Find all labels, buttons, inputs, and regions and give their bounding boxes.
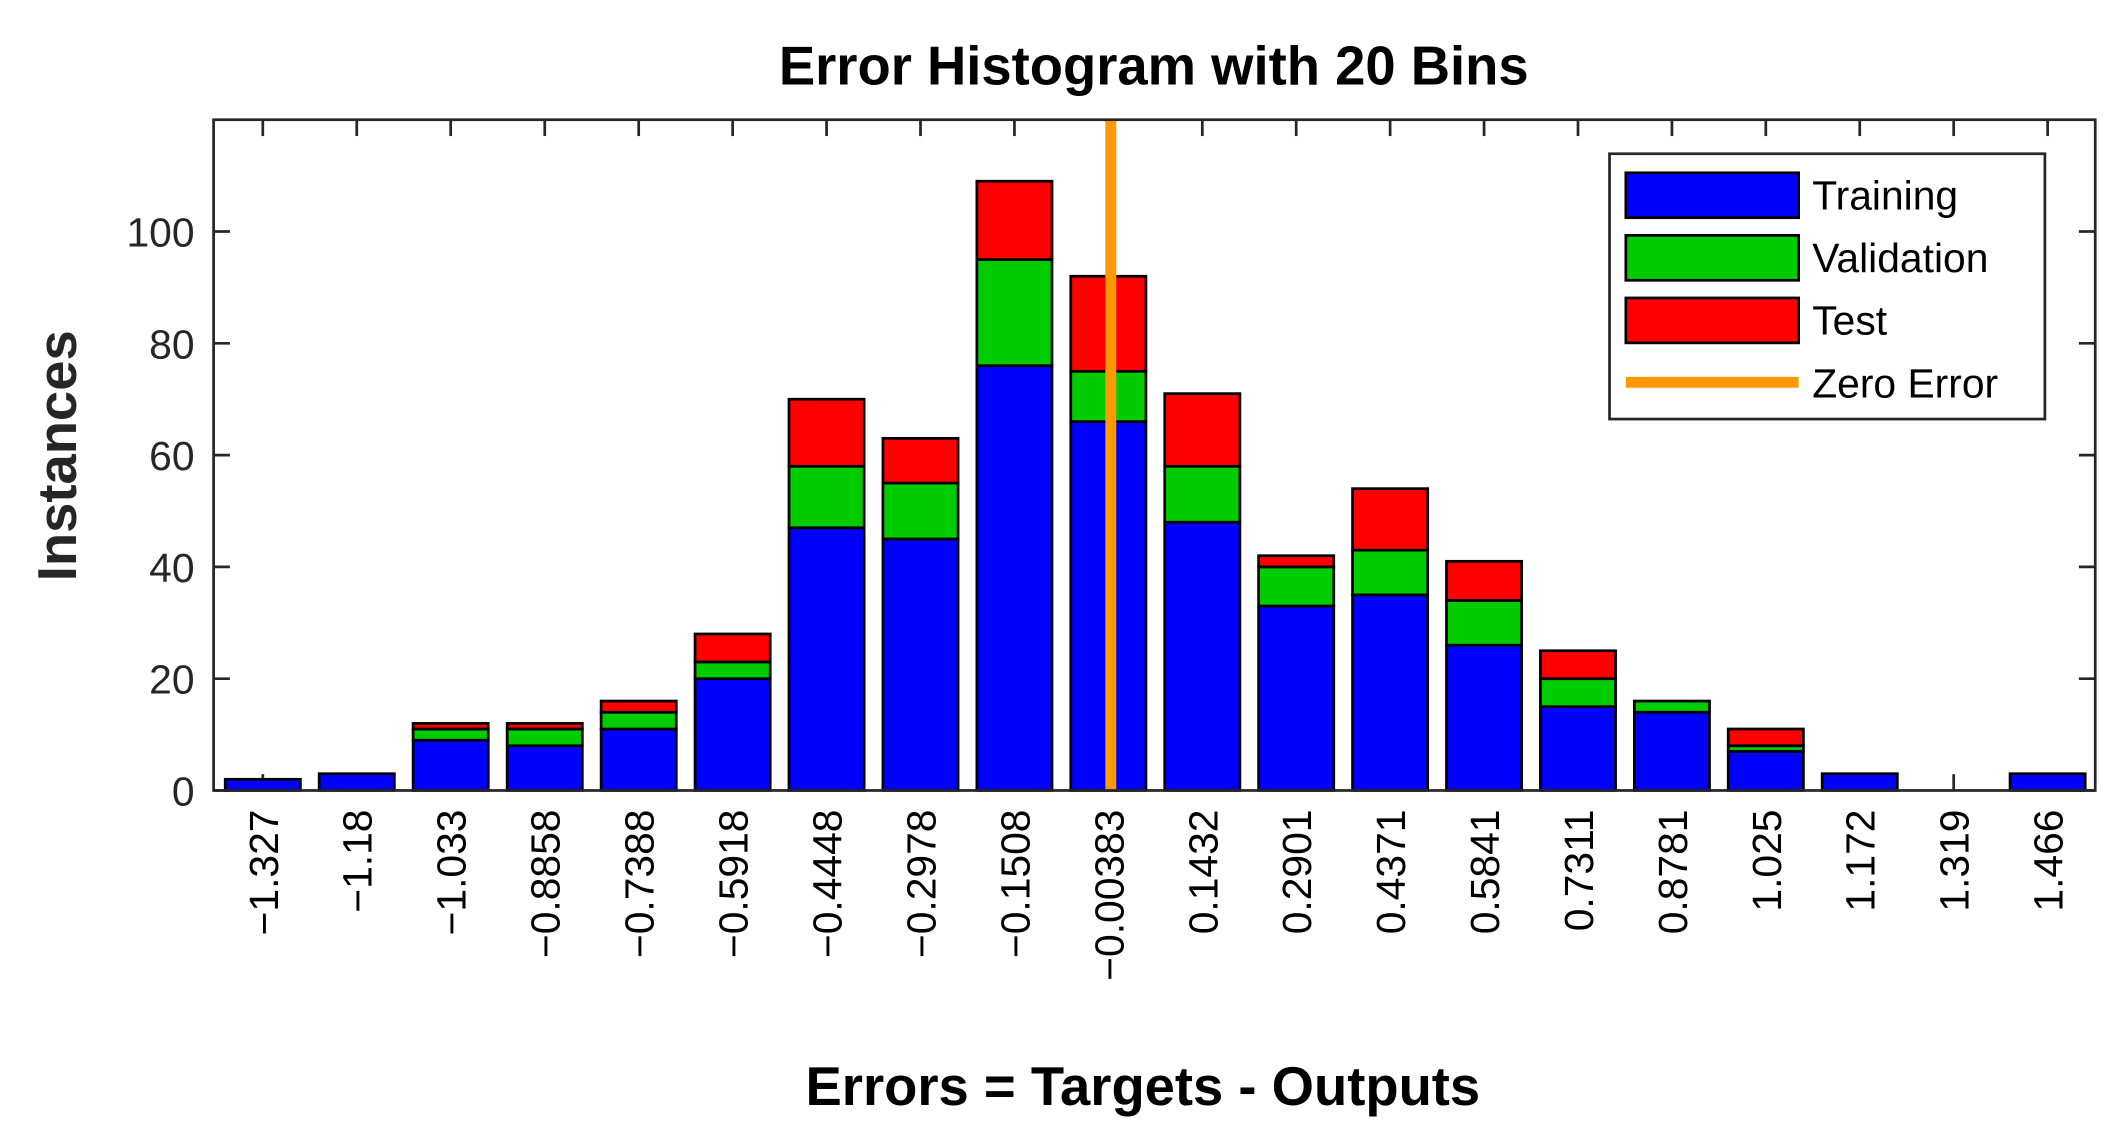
bar-segment [1445, 599, 1523, 647]
bar-segment [1163, 464, 1242, 524]
legend-swatch [1624, 296, 1800, 345]
legend-swatch [1624, 171, 1800, 220]
x-tick-label: −0.7388 [617, 810, 663, 959]
bar-segment [975, 179, 1054, 261]
x-tick-label: −0.4448 [805, 810, 851, 959]
y-tick-label: 20 [149, 657, 194, 703]
y-tick-label: 60 [149, 433, 194, 479]
bar-segment [881, 481, 960, 541]
bar-segment [1633, 699, 1711, 714]
y-tick-label: 40 [149, 545, 194, 591]
x-tick-label: −1.18 [335, 810, 381, 913]
bar-segment [1257, 604, 1336, 792]
bar-segment [693, 677, 772, 792]
x-tick-label: 0.7311 [1556, 810, 1602, 932]
bar-segment [1351, 487, 1430, 552]
bar-segment [1445, 643, 1523, 792]
legend-label: Zero Error [1812, 360, 1998, 406]
x-tick-label: −0.2978 [898, 810, 944, 959]
bar-segment [787, 526, 866, 792]
x-tick-label: 1.025 [1744, 810, 1790, 912]
legend-label: Validation [1812, 235, 1988, 281]
bar-segment [411, 738, 490, 792]
bar-segment [975, 258, 1054, 368]
bar-segment [2008, 772, 2087, 792]
chart-title: Error Histogram with 20 Bins [779, 35, 1529, 96]
y-tick-label: 80 [149, 321, 194, 367]
y-tick-label: 0 [172, 768, 195, 814]
bar-segment [505, 744, 584, 792]
plot-frame [212, 118, 2097, 792]
bar-segment [223, 777, 302, 792]
bar-segment [1163, 392, 1242, 468]
bar-segment [1633, 710, 1711, 792]
x-tick-label: −0.00383 [1086, 810, 1132, 981]
bar-segment [599, 699, 678, 714]
x-tick-label: −0.5918 [711, 810, 757, 959]
legend-swatch [1624, 234, 1800, 282]
bar-segment [505, 727, 584, 748]
bar-segment [1539, 705, 1617, 792]
y-tick-label: 100 [126, 209, 194, 255]
x-tick-label: 1.172 [1838, 810, 1884, 912]
x-tick-label: −1.327 [241, 810, 287, 936]
legend-label: Training [1812, 173, 1958, 219]
bar-segment [881, 436, 960, 485]
bar-segment [693, 632, 772, 664]
x-tick-label: 0.5841 [1462, 810, 1508, 935]
x-tick-label: −0.1508 [992, 810, 1038, 959]
bar-segment [881, 537, 960, 792]
y-axis-label: Instances [27, 330, 88, 581]
bar-segment [1726, 749, 1805, 792]
legend-label: Test [1812, 298, 1887, 344]
x-tick-label: 0.1432 [1180, 810, 1226, 935]
x-tick-label: 0.8781 [1650, 810, 1696, 935]
x-axis-label: Errors = Targets - Outputs [806, 1056, 1481, 1117]
bar-segment [1163, 520, 1242, 792]
bar-segment [599, 727, 678, 792]
x-tick-label: 0.4371 [1368, 810, 1414, 935]
bar-segment [1257, 565, 1336, 608]
bar-segment [787, 397, 866, 468]
bar-segment [411, 722, 490, 731]
bar-segment [599, 710, 678, 731]
x-tick-label: 1.319 [1932, 810, 1978, 912]
bar-segment [1445, 559, 1523, 602]
bar-segment [317, 772, 396, 792]
bar-segment [1351, 593, 1430, 792]
bar-segment [1820, 772, 1899, 792]
bar-segment [1539, 677, 1617, 708]
bar-segment [975, 364, 1054, 792]
x-tick-label: 0.2901 [1274, 810, 1320, 935]
bar-segment [1539, 649, 1617, 681]
x-tick-label: 1.466 [2026, 810, 2072, 912]
bar-segment [787, 464, 866, 530]
bar-segment [505, 722, 584, 731]
bar-segment [1726, 727, 1805, 748]
bar-segment [693, 660, 772, 681]
bar-segment [411, 727, 490, 742]
x-tick-label: −1.033 [429, 810, 475, 936]
x-tick-label: −0.8858 [523, 810, 569, 959]
bar-segment [1351, 548, 1430, 597]
bar-segment [1257, 554, 1336, 569]
